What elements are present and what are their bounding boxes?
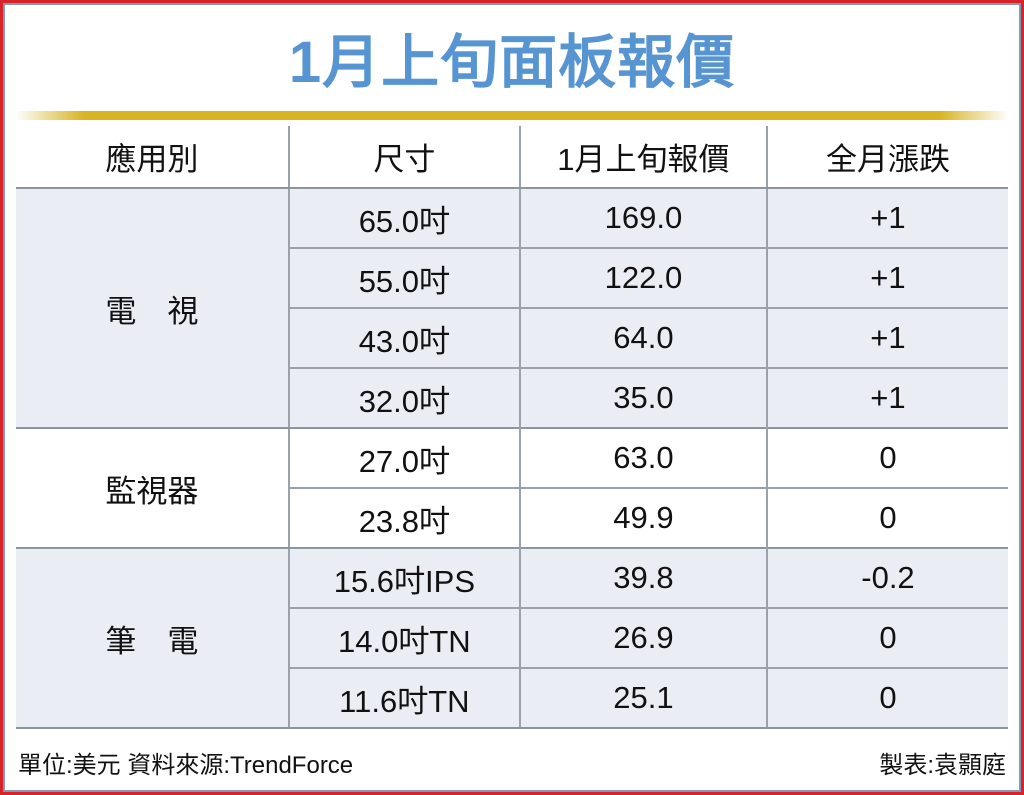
- price-cell: 122.0: [518, 247, 767, 308]
- header-application: 應用別: [16, 126, 289, 189]
- change-cell: +1: [765, 247, 1008, 308]
- price-cell: 64.0: [518, 307, 767, 368]
- size-cell: 11.6吋TN: [288, 667, 520, 729]
- price-cell: 26.9: [518, 607, 767, 668]
- change-cell: 0: [765, 427, 1008, 488]
- price-cell: 35.0: [518, 367, 767, 428]
- change-cell: 0: [765, 667, 1008, 729]
- size-cell: 27.0吋: [288, 427, 520, 488]
- change-cell: +1: [765, 307, 1008, 368]
- table-row: 14.0吋TN 26.9 0: [16, 607, 1008, 668]
- table-row: 43.0吋 64.0 +1: [16, 307, 1008, 368]
- category-cell: 筆 電: [16, 547, 290, 729]
- size-cell: 65.0吋: [288, 188, 520, 248]
- yellow-divider-bar: [15, 111, 1009, 120]
- table-row: 筆 電 15.6吋IPS 39.8 -0.2: [16, 547, 1008, 729]
- blue-inner-frame: 1月上旬面板報價 應用別 尺寸 1月上旬報價 全月漲跌 電 視 65.0吋 169.…: [3, 3, 1021, 792]
- footer: 單位:美元 資料來源:TrendForce 製表:袁顥庭: [5, 745, 1019, 780]
- footer-unit-source: 單位:美元 資料來源:TrendForce: [18, 752, 354, 779]
- size-cell: 14.0吋TN: [288, 607, 520, 668]
- change-cell: -0.2: [765, 547, 1008, 608]
- size-cell: 15.6吋IPS: [288, 547, 520, 608]
- table-header-row: 應用別 尺寸 1月上旬報價 全月漲跌: [16, 126, 1008, 189]
- category-cell: 電 視: [16, 188, 290, 429]
- size-cell: 32.0吋: [288, 367, 520, 428]
- table-row: 11.6吋TN 25.1 0: [16, 667, 1008, 729]
- table-row: 電 視 65.0吋 169.0 +1: [16, 188, 1008, 429]
- price-cell: 39.8: [518, 547, 767, 608]
- header-change: 全月漲跌: [765, 126, 1008, 189]
- change-cell: 0: [765, 607, 1008, 668]
- panel-table-body: 電 視 65.0吋 169.0 +1 55.0吋 122.0 +1 43.0吋 64.0 +1 32…: [16, 188, 1008, 729]
- table-row: 55.0吋 122.0 +1: [16, 247, 1008, 308]
- size-cell: 55.0吋: [288, 247, 520, 308]
- price-cell: 63.0: [518, 427, 767, 488]
- category-cell: 監視器: [16, 427, 290, 549]
- table-row: 23.8吋 49.9 0: [16, 487, 1008, 548]
- change-cell: 0: [765, 487, 1008, 548]
- footer-author: 製表:袁顥庭: [879, 752, 1006, 779]
- table-row: 32.0吋 35.0 +1: [16, 367, 1008, 428]
- table-row: 監視器 27.0吋 63.0 0: [16, 427, 1008, 549]
- size-cell: 43.0吋: [288, 307, 520, 368]
- header-size: 尺寸: [287, 126, 520, 189]
- price-cell: 169.0: [518, 188, 767, 248]
- title-area: 1月上旬面板報價: [5, 5, 1019, 109]
- header-quote: 1月上旬報價: [518, 126, 767, 189]
- size-cell: 23.8吋: [288, 487, 520, 548]
- price-cell: 49.9: [518, 487, 767, 548]
- change-cell: +1: [765, 188, 1008, 248]
- page-title: 1月上旬面板報價: [288, 30, 736, 95]
- panel-price-table: 應用別 尺寸 1月上旬報價 全月漲跌 電 視 65.0吋 169.0 +1 55.0吋 1…: [16, 126, 1008, 729]
- price-cell: 25.1: [518, 667, 767, 729]
- change-cell: +1: [765, 367, 1008, 428]
